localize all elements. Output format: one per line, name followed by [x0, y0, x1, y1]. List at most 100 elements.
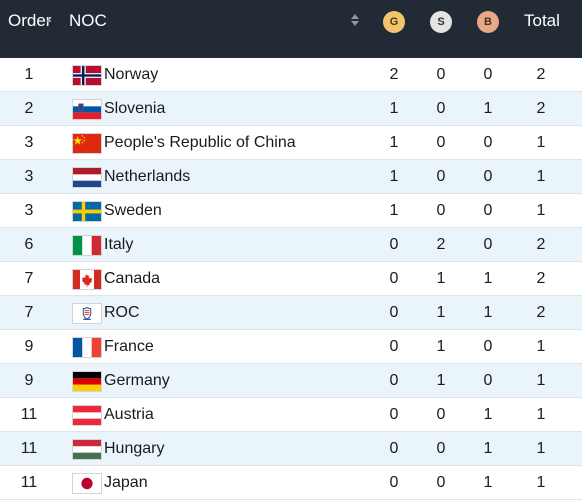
bronze-count: 0	[483, 66, 493, 83]
bronze-count: 0	[483, 338, 493, 355]
country-name[interactable]: Slovenia	[104, 100, 166, 117]
rank-cell: 9	[24, 338, 34, 355]
table-row[interactable]: 11 Hungary 0 0 1 1	[0, 432, 582, 466]
rank-cell: 7	[24, 304, 34, 321]
gold-count: 1	[389, 168, 399, 185]
bronze-count: 0	[483, 134, 493, 151]
bronze-count: 1	[483, 474, 493, 491]
table-row[interactable]: 2 Slovenia 1 0 1 2	[0, 92, 582, 126]
noc-column-header: NOC	[69, 11, 107, 30]
silver-count: 0	[436, 474, 446, 491]
country-name[interactable]: People's Republic of China	[104, 134, 296, 151]
silver-count: 0	[436, 202, 446, 219]
gold-count: 0	[389, 338, 399, 355]
country-name[interactable]: Germany	[104, 372, 170, 389]
austria-flag	[73, 406, 101, 425]
noc-sort-icon[interactable]	[351, 14, 361, 28]
country-name[interactable]: Sweden	[104, 202, 162, 219]
rank-cell: 3	[24, 168, 34, 185]
country-name[interactable]: Netherlands	[104, 168, 191, 185]
total-count: 1	[536, 406, 546, 423]
country-name[interactable]: Japan	[104, 474, 148, 491]
rank-cell: 11	[20, 406, 38, 423]
total-count: 1	[536, 440, 546, 457]
gold-count: 0	[389, 474, 399, 491]
silver-count: 0	[436, 168, 446, 185]
bronze-count: 1	[483, 406, 493, 423]
silver-count: 0	[436, 406, 446, 423]
total-count: 1	[536, 202, 546, 219]
country-name[interactable]: Austria	[104, 406, 154, 423]
gold-count: 0	[389, 372, 399, 389]
total-count: 1	[536, 134, 546, 151]
rank-cell: 3	[24, 134, 34, 151]
rank-cell: 2	[24, 100, 34, 117]
gold-count: 0	[389, 406, 399, 423]
bronze-count: 0	[483, 168, 493, 185]
total-count: 1	[536, 168, 546, 185]
silver-count: 1	[436, 338, 446, 355]
order-column-header[interactable]: Order	[8, 11, 52, 30]
table-header: Order ▲ NOC G S B Total	[0, 0, 582, 58]
country-name[interactable]: Hungary	[104, 440, 165, 457]
italy-flag	[73, 236, 101, 255]
total-count: 2	[536, 100, 546, 117]
silver-count: 0	[436, 134, 446, 151]
table-row[interactable]: 7 Canada 0 1 1 2	[0, 262, 582, 296]
canada-flag	[73, 270, 101, 289]
total-count: 1	[536, 474, 546, 491]
rank-cell: 9	[24, 372, 34, 389]
total-count: 2	[536, 236, 546, 253]
order-sort-icon[interactable]: ▲	[45, 15, 53, 24]
silver-count: 1	[436, 372, 446, 389]
japan-flag	[73, 474, 101, 493]
bronze-count: 0	[483, 236, 493, 253]
germany-flag	[73, 372, 101, 391]
country-name[interactable]: Norway	[104, 66, 159, 83]
silver-medal-icon[interactable]: S	[430, 11, 452, 33]
table-row[interactable]: 9 Germany 0 1 0 1	[0, 364, 582, 398]
rank-cell: 1	[24, 66, 34, 83]
table-row[interactable]: 11 Japan 0 0 1 1	[0, 466, 582, 500]
slovenia-flag	[73, 100, 101, 119]
table-row[interactable]: 1 Norway 2 0 0 2	[0, 58, 582, 92]
gold-medal-icon[interactable]: G	[383, 11, 405, 33]
country-name[interactable]: ROC	[104, 304, 140, 321]
table-row[interactable]: 9 France 0 1 0 1	[0, 330, 582, 364]
table-row[interactable]: 3 People's Republic of China 1 0 0 1	[0, 126, 582, 160]
country-name[interactable]: Canada	[104, 270, 161, 287]
silver-count: 0	[436, 100, 446, 117]
total-count: 1	[536, 338, 546, 355]
gold-count: 0	[389, 270, 399, 287]
table-row[interactable]: 6 Italy 0 2 0 2	[0, 228, 582, 262]
bronze-count: 1	[483, 100, 493, 117]
table-row[interactable]: 3 Sweden 1 0 0 1	[0, 194, 582, 228]
rank-cell: 3	[24, 202, 34, 219]
silver-count: 0	[436, 66, 446, 83]
gold-count: 1	[389, 100, 399, 117]
bronze-medal-icon[interactable]: B	[477, 11, 499, 33]
roc-flag	[73, 304, 101, 323]
gold-count: 0	[389, 236, 399, 253]
netherlands-flag	[73, 168, 101, 187]
silver-count: 2	[436, 236, 446, 253]
table-row[interactable]: 7 ROC 0 1 1 2	[0, 296, 582, 330]
rank-cell: 7	[24, 270, 34, 287]
bronze-count: 1	[483, 304, 493, 321]
gold-count: 0	[389, 304, 399, 321]
country-name[interactable]: Italy	[104, 236, 134, 253]
rank-cell: 11	[20, 474, 38, 491]
bronze-count: 1	[483, 440, 493, 457]
bronze-count: 0	[483, 372, 493, 389]
total-column-header[interactable]: Total	[524, 11, 560, 30]
silver-count: 0	[436, 440, 446, 457]
country-name[interactable]: France	[104, 338, 154, 355]
gold-count: 2	[389, 66, 399, 83]
silver-count: 1	[436, 270, 446, 287]
norway-flag	[73, 66, 101, 85]
total-count: 2	[536, 270, 546, 287]
table-row[interactable]: 11 Austria 0 0 1 1	[0, 398, 582, 432]
rank-cell: 11	[20, 440, 38, 457]
total-count: 2	[536, 66, 546, 83]
table-row[interactable]: 3 Netherlands 1 0 0 1	[0, 160, 582, 194]
